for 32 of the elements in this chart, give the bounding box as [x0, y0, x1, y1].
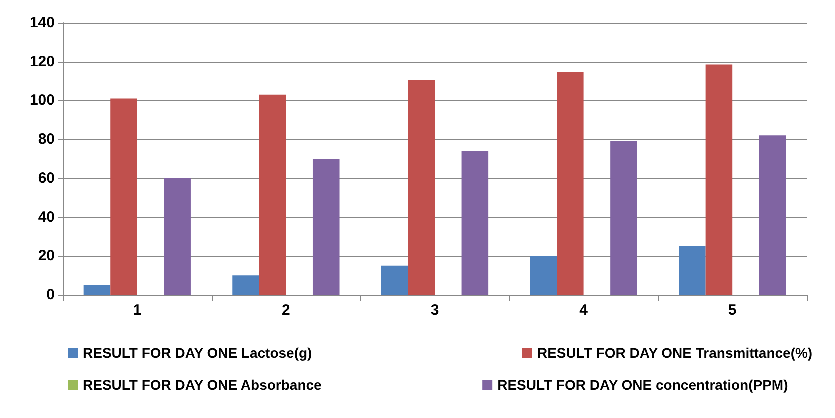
- bar: [759, 136, 786, 295]
- y-tick-label: 20: [38, 248, 55, 265]
- bar: [408, 80, 435, 295]
- bar: [610, 142, 638, 295]
- legend-label: RESULT FOR DAY ONE Transmittance(%): [537, 345, 813, 361]
- x-tick-label: 3: [430, 302, 440, 319]
- bar: [381, 266, 408, 295]
- y-tick-label: 60: [38, 170, 55, 187]
- x-tick-label: 4: [580, 302, 589, 319]
- bar: [232, 276, 260, 295]
- bar: [164, 178, 191, 295]
- legend-label: RESULT FOR DAY ONE Lactose(g): [83, 345, 312, 361]
- legend-label: RESULT FOR DAY ONE concentration(PPM): [498, 377, 788, 393]
- bar: [84, 285, 111, 295]
- x-tick-label: 2: [282, 302, 290, 319]
- x-tick-label: 1: [133, 302, 142, 319]
- y-tick-label: 140: [30, 14, 55, 32]
- bar: [706, 64, 733, 295]
- bar: [462, 151, 489, 295]
- x-tick-label: 5: [728, 302, 737, 319]
- y-tick-label: 100: [30, 92, 55, 110]
- bar: [312, 159, 340, 295]
- bar: [530, 256, 558, 295]
- bar: [110, 98, 138, 295]
- y-tick-label: 40: [38, 208, 55, 226]
- bar: [679, 246, 706, 295]
- y-tick-label: 80: [38, 131, 55, 148]
- legend-label: RESULT FOR DAY ONE Absorbance: [83, 377, 322, 393]
- y-tick-label: 120: [30, 53, 55, 70]
- bar: [557, 72, 584, 295]
- bar: [259, 94, 286, 295]
- y-tick-label: 0: [46, 286, 55, 304]
